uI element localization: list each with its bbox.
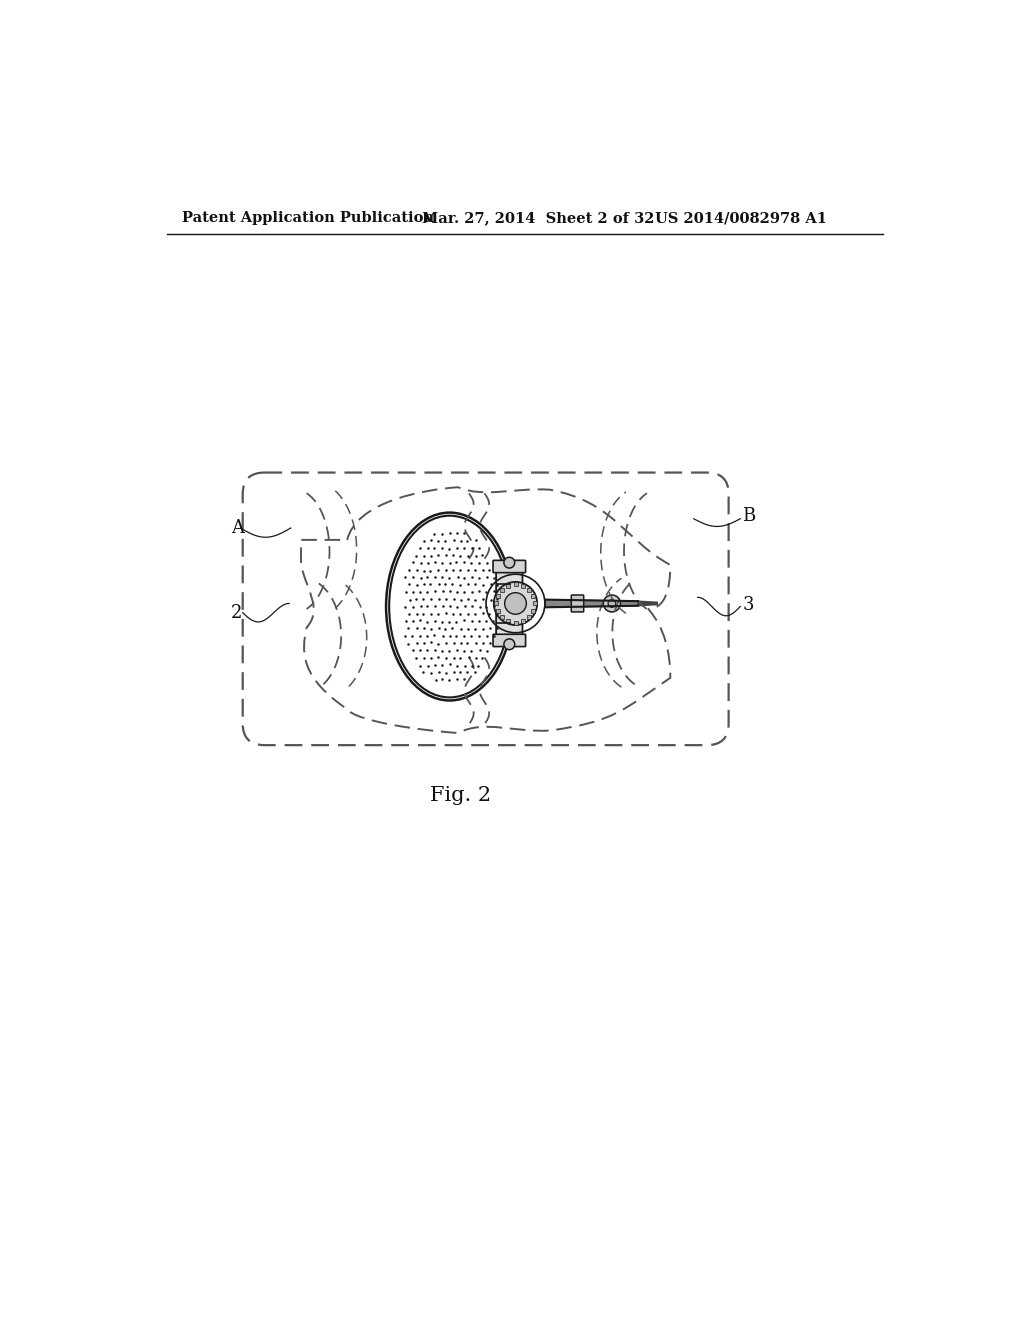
Polygon shape bbox=[545, 599, 638, 607]
Text: Mar. 27, 2014  Sheet 2 of 32: Mar. 27, 2014 Sheet 2 of 32 bbox=[423, 211, 655, 226]
Text: 2: 2 bbox=[231, 603, 243, 622]
FancyBboxPatch shape bbox=[496, 566, 522, 642]
Circle shape bbox=[608, 599, 615, 607]
Circle shape bbox=[504, 639, 515, 649]
Circle shape bbox=[505, 593, 526, 614]
Circle shape bbox=[494, 582, 538, 626]
Text: A: A bbox=[231, 519, 244, 537]
Text: US 2014/0082978 A1: US 2014/0082978 A1 bbox=[655, 211, 827, 226]
Ellipse shape bbox=[386, 512, 513, 701]
Text: Patent Application Publication: Patent Application Publication bbox=[182, 211, 434, 226]
Text: Fig. 2: Fig. 2 bbox=[430, 787, 492, 805]
Circle shape bbox=[504, 557, 515, 568]
FancyBboxPatch shape bbox=[493, 635, 525, 647]
FancyBboxPatch shape bbox=[493, 560, 525, 573]
FancyBboxPatch shape bbox=[571, 595, 584, 612]
Circle shape bbox=[603, 595, 621, 612]
Text: B: B bbox=[741, 507, 755, 525]
Polygon shape bbox=[638, 601, 657, 606]
Ellipse shape bbox=[389, 516, 510, 697]
Text: 3: 3 bbox=[742, 597, 754, 614]
